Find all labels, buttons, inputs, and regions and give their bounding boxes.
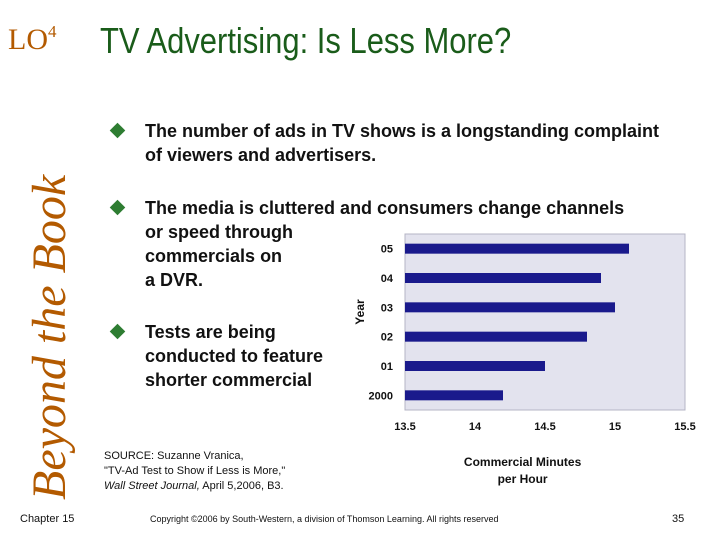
x-axis-title-line-2: per Hour xyxy=(498,472,548,486)
bar-03 xyxy=(405,302,615,313)
bar-05 xyxy=(405,243,629,254)
y-tick-label-03: 03 xyxy=(381,302,393,314)
x-tick-label-14.5: 14.5 xyxy=(534,421,555,433)
bullet-1-text: The number of ads in TV shows is a longs… xyxy=(145,121,660,165)
source-line-1: SOURCE: Suzanne Vranica, xyxy=(104,450,244,462)
bullet-2-continuation: or speed through commercials on a DVR. xyxy=(145,220,293,292)
lo-label: LO4 xyxy=(8,22,57,57)
bullet-3-text: Tests are being conducted to feature sho… xyxy=(145,322,324,390)
lo-number: 4 xyxy=(48,22,57,41)
bar-02 xyxy=(405,331,587,342)
bar-04 xyxy=(405,273,601,283)
source-line-3: Wall Street Journal, April 5,2006, B3. xyxy=(104,479,285,494)
source-date: April 5,2006, B3. xyxy=(199,480,284,492)
bar-01 xyxy=(405,361,545,371)
y-tick-label-01: 01 xyxy=(381,361,393,373)
bars-group xyxy=(405,243,629,401)
x-axis-title-line-1: Commercial Minutes xyxy=(464,455,582,469)
y-tick-label-04: 04 xyxy=(381,273,394,285)
y-tick-label-05: 05 xyxy=(381,244,393,256)
page-number: 35 xyxy=(672,513,685,525)
x-tick-labels: 13.5 14 14.5 15 15.5 xyxy=(394,421,695,433)
lo-text: LO xyxy=(8,23,48,56)
bar-2000 xyxy=(405,390,503,401)
y-tick-label-2000: 2000 xyxy=(369,390,393,402)
x-tick-label-15.5: 15.5 xyxy=(674,421,695,433)
bullet-2-line-4: a DVR. xyxy=(145,270,204,290)
source-line-2: "TV-Ad Test to Show if Less is More," xyxy=(104,465,286,477)
diamond-bullet-icon xyxy=(109,199,126,216)
bullet-2-text: The media is cluttered and consumers cha… xyxy=(145,198,625,218)
sidebar-vertical-title: Beyond the Book xyxy=(23,174,76,500)
footer-copyright: Copyright ©2006 by South-Western, a divi… xyxy=(150,514,499,524)
y-axis-title: Year xyxy=(353,299,367,325)
bullet-2-line-3: commercials on xyxy=(145,246,283,266)
source-publication: Wall Street Journal, xyxy=(104,480,200,492)
y-tick-labels: 2000 01 02 03 04 05 xyxy=(369,244,394,403)
x-tick-label-14: 14 xyxy=(469,421,482,433)
source-citation: SOURCE: Suzanne Vranica, "TV-Ad Test to … xyxy=(104,449,285,494)
diamond-bullet-icon xyxy=(109,323,126,340)
footer-chapter: Chapter 15 xyxy=(20,513,75,525)
x-tick-label-13.5: 13.5 xyxy=(394,421,415,433)
y-tick-label-02: 02 xyxy=(381,332,393,344)
bullet-2-line-2: or speed through xyxy=(145,222,293,242)
diamond-bullet-icon xyxy=(109,122,126,139)
commercial-minutes-chart: 2000 01 02 03 04 05 13.5 14 14.5 15 15.5 Year Com… xyxy=(353,233,696,486)
slide-title: TV Advertising: Is Less More? xyxy=(100,20,512,61)
plot-area xyxy=(404,233,686,411)
x-tick-label-15: 15 xyxy=(609,421,621,433)
